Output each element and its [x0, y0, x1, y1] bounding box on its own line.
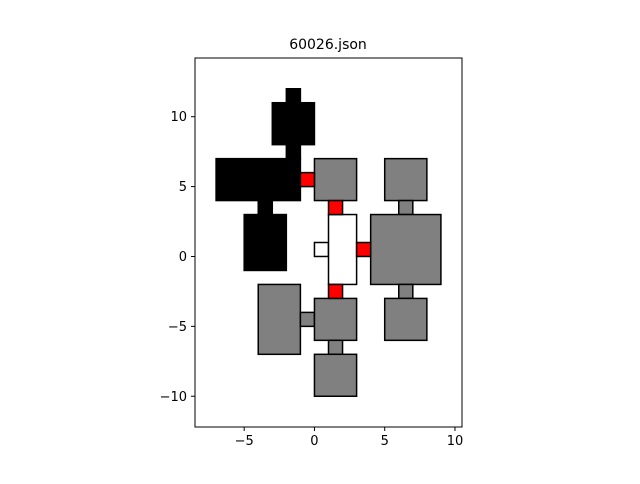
room-gray-bottom-link — [327, 339, 344, 356]
room-gray-lower-left — [257, 283, 302, 356]
room-black-link — [257, 199, 274, 216]
room-white-nub — [313, 241, 330, 258]
y-tick-label: 10 — [170, 110, 187, 125]
room-black-low — [243, 213, 288, 272]
y-tick-label: 0 — [179, 250, 187, 265]
room-gray-lower-link — [299, 311, 316, 328]
room-gray-right-big — [369, 213, 442, 286]
x-tick-label: 10 — [447, 434, 464, 449]
y-axis: −10 −5 0 5 10 — [160, 110, 195, 405]
room-gray-lower-mid — [313, 297, 358, 342]
door-red-right — [355, 241, 372, 258]
y-tick-label: −10 — [160, 390, 187, 405]
room-white-hall — [327, 213, 358, 286]
chart-title: 60026.json — [289, 37, 367, 53]
door-red-left — [299, 171, 316, 188]
room-black-neck — [285, 143, 302, 160]
x-tick-label: 0 — [310, 434, 318, 449]
room-black-wide — [215, 157, 302, 202]
rooms-layer — [215, 88, 442, 397]
room-gray-upper-right — [383, 157, 428, 202]
x-tick-label: 5 — [381, 434, 389, 449]
room-gray-lower-right — [383, 297, 428, 342]
plot-area-frame — [194, 57, 463, 428]
door-red-top — [327, 199, 344, 216]
room-gray-right-link-top — [398, 199, 414, 216]
y-tick-label: 5 — [179, 180, 187, 195]
x-axis: −5 0 5 10 — [235, 427, 464, 449]
room-gray-right-link-bottom — [398, 283, 414, 300]
door-red-bottom — [327, 283, 344, 300]
room-black-top — [271, 101, 316, 146]
y-tick-label: −5 — [168, 320, 187, 335]
room-black-top-nub — [285, 88, 302, 104]
x-tick-label: −5 — [235, 434, 254, 449]
room-gray-upper-mid — [313, 157, 358, 202]
room-gray-bottom — [313, 353, 358, 397]
